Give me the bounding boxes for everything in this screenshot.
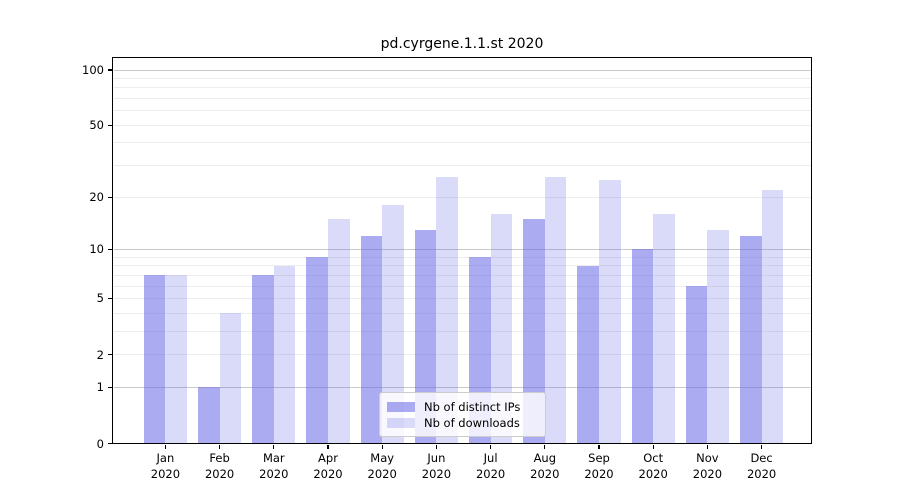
- gridline-major-100: [113, 69, 811, 71]
- chart-title: pd.cyrgene.1.1.st 2020: [380, 36, 544, 52]
- x-tick-mark-nov-2020: [706, 444, 708, 450]
- x-tick-mark-sep-2020: [598, 444, 600, 450]
- bar-nb-of-distinct-ips-oct-2020: [631, 249, 654, 444]
- y-tick-label-1: 1: [96, 380, 104, 395]
- x-tick-label-nov-2020: Nov 2020: [692, 451, 723, 481]
- x-tick-label-aug-2020: Aug 2020: [530, 451, 560, 481]
- bar-nb-of-downloads-jun-2020: [436, 176, 458, 444]
- bar-nb-of-distinct-ips-feb-2020: [198, 387, 220, 444]
- gridline-minor-2: [113, 354, 811, 356]
- gridline-minor-60: [113, 110, 811, 112]
- gridline-minor-80: [113, 87, 811, 89]
- x-tick-mark-feb-2020: [219, 444, 221, 450]
- gridline-minor-3: [113, 330, 811, 332]
- y-tick-mark-100: [108, 69, 114, 71]
- bar-nb-of-downloads-jul-2020: [490, 214, 513, 444]
- bar-nb-of-distinct-ips-mar-2020: [252, 275, 274, 444]
- bar-nb-of-downloads-nov-2020: [707, 229, 729, 444]
- x-tick-mark-apr-2020: [327, 444, 329, 450]
- bar-nb-of-distinct-ips-nov-2020: [685, 286, 708, 444]
- bar-nb-of-distinct-ips-may-2020: [360, 235, 383, 444]
- legend: Nb of distinct IPs Nb of downloads: [379, 392, 546, 437]
- y-tick-mark-5: [108, 297, 114, 300]
- x-tick-mark-jan-2020: [164, 444, 166, 450]
- bar-nb-of-downloads-apr-2020: [328, 219, 350, 444]
- gridline-major-1: [113, 386, 811, 388]
- bar-nb-of-distinct-ips-jun-2020: [414, 229, 437, 444]
- y-tick-mark-20: [108, 196, 114, 198]
- y-tick-mark-0: [108, 442, 114, 445]
- gridline-minor-30: [113, 165, 811, 167]
- gridline-major-10: [113, 248, 811, 250]
- gridline-minor-50: [113, 124, 811, 126]
- x-tick-label-feb-2020: Feb 2020: [204, 451, 235, 481]
- y-tick-label-5: 5: [96, 291, 104, 306]
- x-tick-label-oct-2020: Oct 2020: [638, 451, 668, 481]
- bar-nb-of-distinct-ips-sep-2020: [577, 265, 599, 444]
- x-tick-mark-jun-2020: [435, 444, 437, 450]
- gridline-minor-90: [113, 77, 811, 79]
- bar-nb-of-downloads-dec-2020: [761, 189, 784, 444]
- gridline-minor-7: [113, 274, 811, 276]
- y-tick-label-10: 10: [89, 242, 104, 257]
- y-tick-label-2: 2: [96, 347, 104, 362]
- bar-nb-of-distinct-ips-dec-2020: [740, 235, 762, 444]
- bar-nb-of-downloads-sep-2020: [599, 179, 621, 444]
- y-tick-label-100: 100: [82, 63, 104, 77]
- gridline-minor-40: [113, 142, 811, 144]
- y-tick-label-0: 0: [96, 436, 104, 451]
- legend-label-downloads: Nb of downloads: [424, 416, 520, 430]
- x-tick-mark-oct-2020: [652, 444, 654, 450]
- legend-label-distinct-ips: Nb of distinct IPs: [424, 400, 521, 414]
- y-tick-label-50: 50: [89, 118, 104, 133]
- x-tick-mark-jul-2020: [490, 444, 492, 450]
- bar-nb-of-distinct-ips-aug-2020: [523, 219, 545, 444]
- bar-nb-of-distinct-ips-apr-2020: [306, 257, 328, 444]
- x-tick-mark-may-2020: [381, 444, 383, 450]
- bar-nb-of-distinct-ips-jan-2020: [143, 275, 166, 444]
- gridline-minor-5: [113, 297, 811, 299]
- bar-nb-of-downloads-oct-2020: [653, 214, 675, 444]
- x-tick-label-may-2020: May 2020: [367, 451, 397, 481]
- bar-nb-of-downloads-feb-2020: [219, 313, 242, 444]
- legend-swatch-distinct-ips: [387, 402, 415, 412]
- legend-swatch-downloads: [387, 418, 415, 428]
- x-tick-label-mar-2020: Mar 2020: [259, 451, 289, 481]
- x-tick-label-jul-2020: Jul 2020: [475, 451, 506, 481]
- legend-item-distinct-ips: Nb of distinct IPs: [387, 399, 539, 415]
- gridline-minor-8: [113, 265, 811, 267]
- gridline-minor-4: [113, 312, 811, 314]
- x-tick-label-apr-2020: Apr 2020: [313, 451, 343, 481]
- bar-nb-of-downloads-may-2020: [382, 205, 404, 444]
- y-tick-mark-10: [108, 248, 114, 251]
- gridline-minor-20: [113, 196, 811, 198]
- bar-nb-of-downloads-jan-2020: [165, 275, 187, 444]
- gridline-minor-70: [113, 98, 811, 100]
- y-tick-mark-2: [108, 353, 114, 356]
- bar-nb-of-downloads-mar-2020: [273, 265, 296, 444]
- x-tick-label-jun-2020: Jun 2020: [421, 451, 452, 481]
- x-tick-label-jan-2020: Jan 2020: [150, 451, 181, 481]
- y-tick-label-20: 20: [89, 190, 104, 205]
- gridline-minor-6: [113, 285, 811, 287]
- x-tick-label-dec-2020: Dec 2020: [746, 451, 777, 481]
- x-tick-label-sep-2020: Sep 2020: [584, 451, 614, 481]
- x-tick-mark-aug-2020: [544, 444, 546, 450]
- y-tick-mark-50: [108, 124, 114, 126]
- x-tick-mark-dec-2020: [761, 444, 763, 450]
- x-tick-mark-mar-2020: [273, 444, 275, 450]
- y-tick-mark-1: [108, 386, 114, 388]
- bar-nb-of-downloads-aug-2020: [544, 176, 567, 444]
- gridline-minor-9: [113, 256, 811, 258]
- legend-item-downloads: Nb of downloads: [387, 415, 539, 431]
